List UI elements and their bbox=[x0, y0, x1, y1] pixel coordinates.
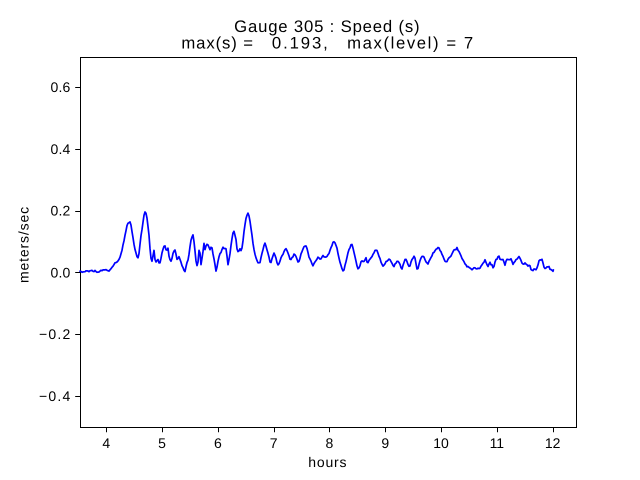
svg-text:0.2: 0.2 bbox=[51, 203, 71, 219]
svg-text:0.4: 0.4 bbox=[51, 141, 71, 157]
svg-text:8: 8 bbox=[326, 435, 334, 451]
svg-text:0.193,: 0.193, bbox=[272, 33, 330, 52]
svg-text:6: 6 bbox=[214, 435, 222, 451]
svg-text:−0.2: −0.2 bbox=[39, 326, 71, 342]
svg-text:0.6: 0.6 bbox=[51, 79, 71, 95]
svg-text:0.0: 0.0 bbox=[51, 264, 71, 280]
svg-text:5: 5 bbox=[158, 435, 166, 451]
svg-text:9: 9 bbox=[381, 435, 389, 451]
svg-text:max(s) =: max(s) = bbox=[181, 33, 254, 52]
svg-text:max(level) = 7: max(level) = 7 bbox=[347, 33, 475, 52]
svg-text:10: 10 bbox=[433, 435, 449, 451]
svg-text:7: 7 bbox=[270, 435, 278, 451]
svg-text:Gauge 305 : Speed (s): Gauge 305 : Speed (s) bbox=[234, 17, 420, 36]
svg-text:4: 4 bbox=[102, 435, 110, 451]
svg-text:11: 11 bbox=[490, 435, 505, 451]
svg-text:−0.4: −0.4 bbox=[39, 388, 71, 404]
svg-text:hours: hours bbox=[308, 454, 347, 470]
svg-text:meters/sec: meters/sec bbox=[15, 206, 31, 283]
svg-text:12: 12 bbox=[545, 435, 561, 451]
